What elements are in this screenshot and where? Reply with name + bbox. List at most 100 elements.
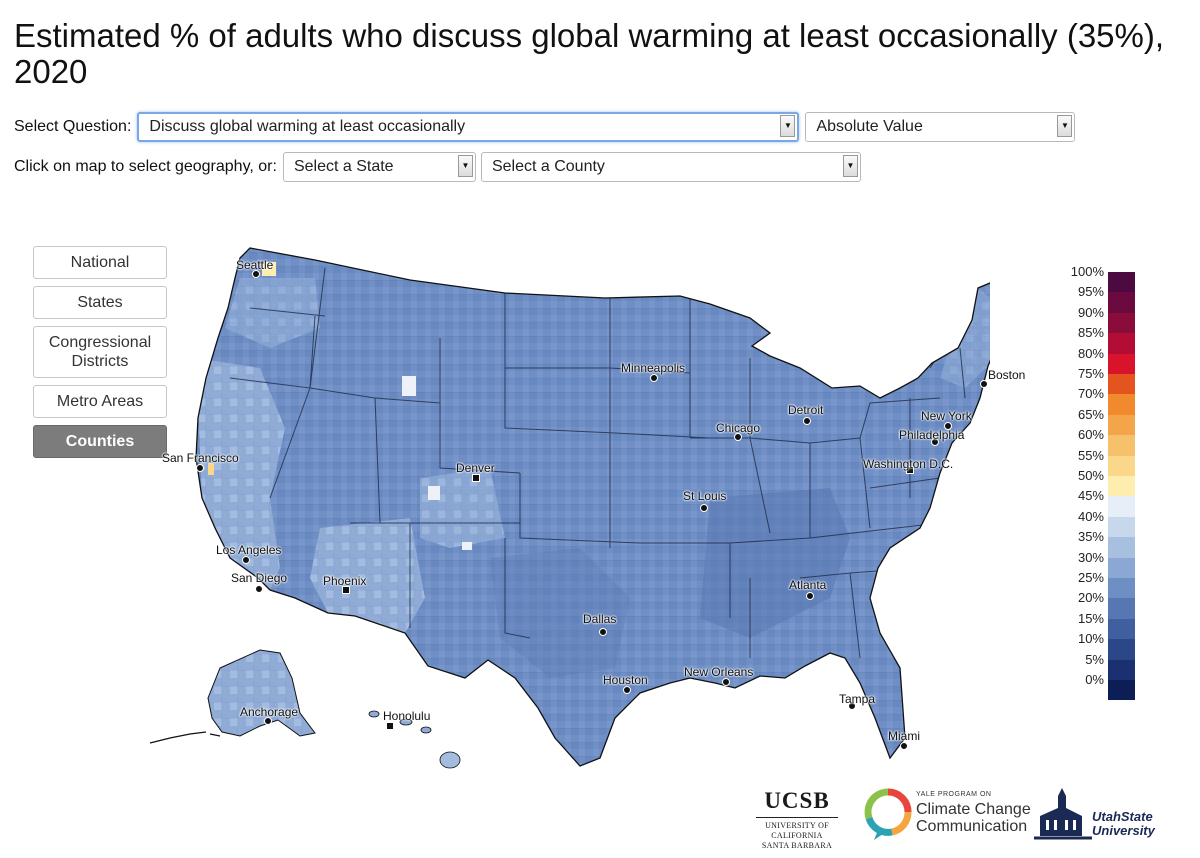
city-marker: [906, 466, 914, 474]
city-label-new-york: New York: [921, 409, 972, 423]
legend-tick-label: 85%: [1077, 325, 1104, 341]
legend-swatch: [1108, 516, 1135, 538]
legend-swatch: [1108, 680, 1135, 701]
legend-swatch: [1108, 272, 1135, 293]
legend-tick-label: 95%: [1077, 284, 1104, 300]
yale-logo-line-2: Communication: [916, 818, 1028, 835]
legend-swatch: [1108, 537, 1135, 558]
legend-tick-label: 30%: [1077, 549, 1104, 565]
city-label-detroit: Detroit: [788, 403, 824, 417]
alaska[interactable]: [149, 649, 316, 744]
legend-tick-label: 70%: [1077, 386, 1104, 402]
city-label-minneapolis: Minneapolis: [621, 361, 686, 375]
counties-button[interactable]: Counties: [33, 425, 167, 458]
us-county-map[interactable]: [110, 238, 990, 783]
state-select[interactable]: Select a State ▼: [282, 152, 476, 182]
legend-swatch: [1108, 578, 1135, 599]
legend-tick-label: 35%: [1077, 529, 1104, 545]
legend-tick-label: 50%: [1077, 468, 1104, 483]
usu-logo-line-1: UtahState: [1092, 809, 1153, 824]
city-label-san-francisco: San Francisco: [162, 451, 239, 465]
city-marker: [650, 374, 658, 382]
legend-tick-label: 45%: [1077, 488, 1104, 504]
ucsb-logo-text: UCSB: [764, 788, 830, 813]
legend-swatch: [1108, 333, 1135, 354]
city-marker: [264, 717, 272, 725]
city-label-denver: Denver: [456, 461, 495, 475]
city-label-tampa: Tampa: [839, 692, 876, 706]
utah-state-logo: UtahState University: [1032, 786, 1182, 846]
state-select-value: Select a State: [293, 158, 394, 175]
legend-swatch: [1108, 639, 1135, 660]
legend-tick-label: 5%: [1085, 651, 1104, 667]
congressional-districts-button[interactable]: Congressional Districts: [33, 326, 167, 378]
city-marker: [252, 270, 260, 278]
legend-tick-label: 0%: [1085, 672, 1104, 687]
city-label-philadelphia: Philadelphia: [899, 428, 965, 442]
city-marker: [806, 592, 814, 600]
building-icon: [1034, 788, 1092, 840]
legend-swatch: [1108, 374, 1135, 395]
ucsb-logo-subtitle-1: UNIVERSITY OF CALIFORNIA: [765, 821, 829, 840]
city-label-phoenix: Phoenix: [323, 574, 367, 588]
question-select[interactable]: Discuss global warming at least occasion…: [137, 112, 800, 142]
legend-tick-label: 90%: [1077, 304, 1104, 320]
geography-level-buttons: National States Congressional Districts …: [33, 246, 167, 465]
city-label-dallas: Dallas: [583, 612, 617, 626]
hawaii[interactable]: [368, 710, 461, 769]
city-label-atlanta: Atlanta: [789, 578, 827, 592]
legend-swatch: [1108, 394, 1135, 415]
legend-swatch: [1108, 455, 1135, 476]
city-label-new-orleans: New Orleans: [684, 665, 754, 679]
legend-swatch: [1108, 435, 1135, 456]
legend-tick-label: 25%: [1077, 570, 1104, 585]
city-label-st-louis: St Louis: [683, 489, 727, 503]
page-title: Estimated % of adults who discuss global…: [14, 17, 1165, 90]
city-marker: [722, 678, 730, 686]
metro-areas-button[interactable]: Metro Areas: [33, 385, 167, 418]
city-marker: [931, 438, 939, 446]
city-marker: [599, 628, 607, 636]
city-label-houston: Houston: [603, 673, 648, 687]
city-marker: [848, 702, 856, 710]
question-select-value: Discuss global warming at least occasion…: [149, 118, 466, 135]
city-marker: [255, 585, 263, 593]
county-select[interactable]: Select a County ▼: [480, 152, 861, 182]
value-type-select[interactable]: Absolute Value ▼: [805, 112, 1076, 142]
city-marker: [980, 380, 988, 388]
value-type-select-value: Absolute Value: [816, 118, 923, 135]
legend-tick-label: 10%: [1077, 631, 1104, 647]
national-button[interactable]: National: [33, 246, 167, 279]
city-marker: [386, 722, 394, 730]
yale-climate-logo: YALE PROGRAM ON Climate Change Communica…: [862, 786, 1032, 842]
legend-tick-label: 20%: [1077, 590, 1104, 606]
city-marker: [196, 464, 204, 472]
legend-tick-label: 80%: [1077, 345, 1104, 361]
city-marker: [700, 504, 708, 512]
legend-tick-label: 60%: [1077, 427, 1104, 443]
chevron-down-icon: ▼: [457, 155, 473, 177]
city-label-honolulu: Honolulu: [383, 709, 431, 723]
city-label-miami: Miami: [888, 729, 920, 743]
city-marker: [242, 556, 250, 564]
legend-swatch: [1108, 476, 1135, 497]
state-borders: [229, 267, 966, 659]
legend-swatch: [1108, 312, 1135, 334]
legend-tick-label: 15%: [1077, 610, 1104, 626]
city-marker: [734, 433, 742, 441]
legend-swatch: [1108, 618, 1135, 640]
legend-swatch: [1108, 353, 1135, 374]
chevron-down-icon: ▼: [780, 115, 796, 137]
question-label: Select Question:: [14, 118, 132, 135]
city-marker: [803, 417, 811, 425]
legend-swatch: [1108, 557, 1135, 578]
ucsb-logo-subtitle-2: SANTA BARBARA: [761, 841, 833, 850]
question-row: Select Question: Discuss global warming …: [14, 112, 1076, 142]
legend-tick-label: 40%: [1077, 508, 1104, 524]
states-button[interactable]: States: [33, 286, 167, 319]
city-label-los-angeles: Los Angeles: [216, 543, 282, 557]
city-label-san-diego: San Diego: [231, 571, 288, 585]
geography-label: Click on map to select geography, or:: [14, 158, 277, 175]
legend-swatch: [1108, 598, 1135, 619]
legend-swatch: [1108, 496, 1135, 517]
